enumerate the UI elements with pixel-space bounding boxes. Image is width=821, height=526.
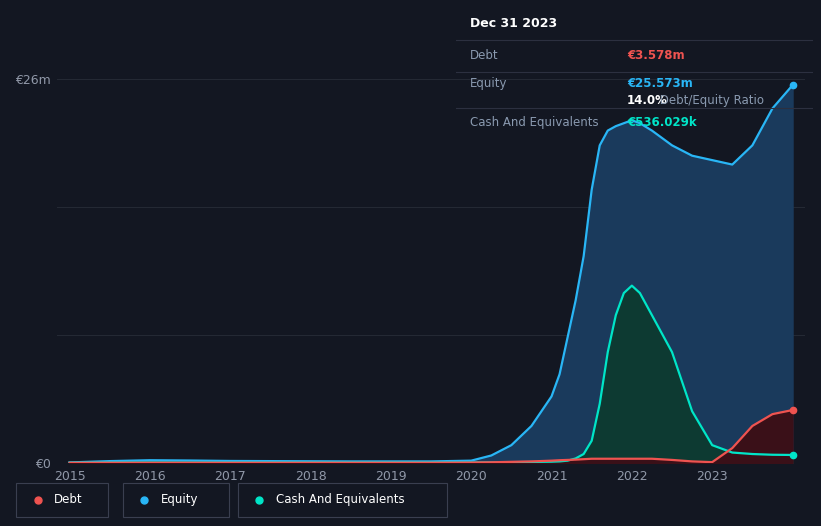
Text: €536.029k: €536.029k (627, 116, 697, 129)
Text: Equity: Equity (161, 493, 199, 506)
Text: €3.578m: €3.578m (627, 49, 685, 62)
Text: Debt: Debt (54, 493, 83, 506)
Text: €25.573m: €25.573m (627, 77, 693, 90)
FancyBboxPatch shape (123, 483, 229, 517)
Text: Cash And Equivalents: Cash And Equivalents (276, 493, 405, 506)
FancyBboxPatch shape (238, 483, 447, 517)
FancyBboxPatch shape (16, 483, 108, 517)
Text: Dec 31 2023: Dec 31 2023 (470, 17, 557, 30)
Text: Equity: Equity (470, 77, 507, 90)
Text: Debt: Debt (470, 49, 498, 62)
Text: Cash And Equivalents: Cash And Equivalents (470, 116, 599, 129)
Text: Debt/Equity Ratio: Debt/Equity Ratio (656, 94, 764, 107)
Text: 14.0%: 14.0% (627, 94, 668, 107)
